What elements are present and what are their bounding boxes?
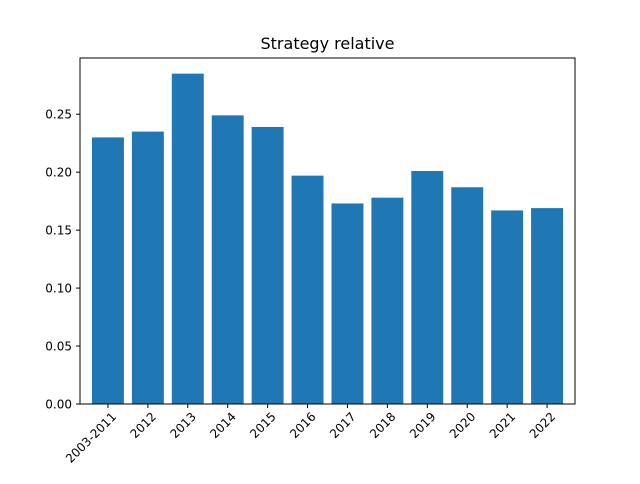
x-tick-label: 2016 [287,410,318,441]
bar-2015 [251,126,284,404]
bar-2019 [411,171,444,404]
x-tick-label: 2012 [128,410,159,441]
plot-frame [79,57,576,405]
bar-2012 [131,131,164,404]
bar-2014 [211,115,244,404]
bar-2018 [371,197,404,404]
y-axis: 0.00 0.05 0.10 0.15 0.20 0.25 [45,108,80,412]
x-tick-label: 2015 [247,410,278,441]
bars-layer [91,73,564,405]
bar-2021 [491,210,524,404]
x-tick-label: 2020 [447,410,478,441]
bar-2020 [451,187,484,404]
x-tick-label: 2021 [487,410,518,441]
y-tick-label: 0.00 [45,398,72,412]
y-tick-label: 0.20 [45,166,72,180]
bar-2016 [291,175,324,404]
bar-2017 [331,203,364,404]
bar-2003-2011 [91,137,124,404]
y-tick-label: 0.10 [45,282,72,296]
x-tick-label: 2018 [367,410,398,441]
x-tick-label: 2017 [327,410,358,441]
x-tick-label: 2019 [407,410,438,441]
x-axis: 2003-2011 2012 2013 2014 2015 2016 2017 2018 201… [63,404,558,466]
y-tick-label: 0.15 [45,224,72,238]
bar-2013 [171,73,204,405]
y-tick-label: 0.25 [45,108,72,122]
x-tick-label: 2014 [207,410,238,441]
chart-title: Strategy relative [261,34,395,53]
x-tick-label: 2013 [167,410,198,441]
bar-2022 [531,208,564,404]
y-tick-label: 0.05 [45,340,72,354]
x-tick-label: 2003-2011 [63,410,119,466]
x-tick-label: 2022 [527,410,558,441]
